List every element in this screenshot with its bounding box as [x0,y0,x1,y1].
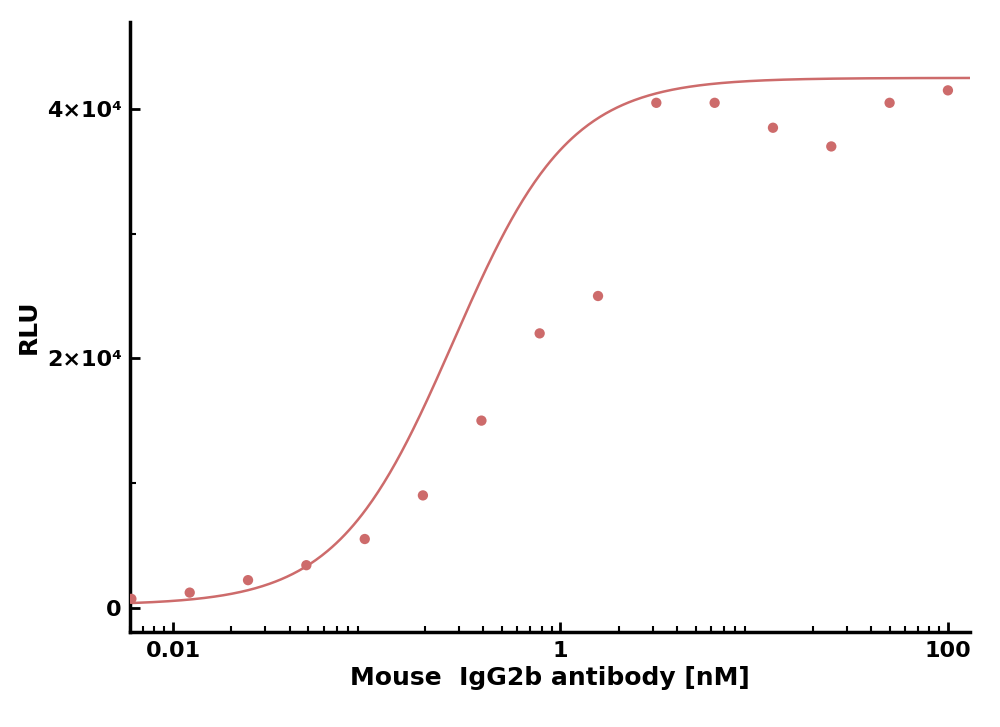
Point [532,328,548,340]
Point [357,533,373,545]
Point [707,97,723,108]
Point [415,489,431,501]
X-axis label: Mouse  IgG2b antibody [nM]: Mouse IgG2b antibody [nM] [350,667,750,691]
Point [940,84,956,96]
Point [765,122,781,134]
Point [823,140,839,152]
Y-axis label: RLU: RLU [17,300,41,354]
Point [882,97,898,108]
Point [590,290,606,302]
Point [298,559,314,571]
Point [240,574,256,586]
Point [123,593,139,605]
Point [648,97,664,108]
Point [182,587,198,598]
Point [473,415,489,427]
